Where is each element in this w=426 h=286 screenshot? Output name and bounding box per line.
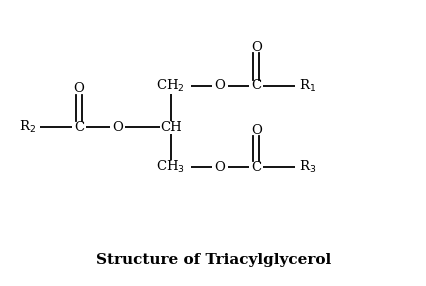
Text: Structure of Triacylglycerol: Structure of Triacylglycerol	[96, 253, 330, 267]
Text: R$_3$: R$_3$	[298, 159, 315, 175]
Text: O: O	[214, 161, 225, 174]
Text: O: O	[112, 121, 123, 134]
Text: C: C	[250, 161, 261, 174]
Text: R$_2$: R$_2$	[19, 119, 36, 135]
Text: CH$_2$: CH$_2$	[156, 78, 185, 94]
Text: C: C	[250, 79, 261, 92]
Text: C: C	[74, 121, 84, 134]
Text: CH: CH	[160, 121, 181, 134]
Text: O: O	[250, 124, 261, 137]
Text: CH$_3$: CH$_3$	[156, 159, 185, 175]
Text: O: O	[214, 79, 225, 92]
Text: O: O	[250, 41, 261, 54]
Text: R$_1$: R$_1$	[298, 78, 315, 94]
Text: O: O	[73, 82, 84, 95]
